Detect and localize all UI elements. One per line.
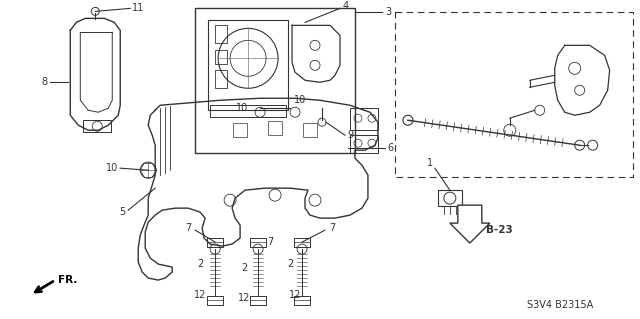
Text: 10: 10 [294, 95, 306, 105]
Text: 2: 2 [197, 259, 204, 269]
Text: 12: 12 [238, 293, 250, 303]
Bar [350, 135, 378, 153]
Text: 5: 5 [119, 207, 125, 217]
Bar [215, 50, 227, 64]
Text: 11: 11 [132, 4, 145, 13]
Text: FR.: FR. [58, 275, 77, 285]
Bar [83, 120, 111, 132]
Bar [215, 70, 227, 88]
Bar [294, 296, 310, 305]
Text: 1: 1 [427, 158, 433, 168]
Text: 2: 2 [287, 259, 293, 269]
Text: 2: 2 [241, 263, 247, 273]
Bar [215, 25, 227, 43]
Text: 10: 10 [236, 103, 248, 113]
Text: 6: 6 [388, 143, 394, 153]
Bar [294, 238, 310, 247]
Bar [250, 296, 266, 305]
Text: 12: 12 [194, 290, 206, 300]
Text: B-23: B-23 [486, 225, 513, 235]
Text: S3V4 B2315A: S3V4 B2315A [527, 300, 593, 310]
Text: 7: 7 [329, 223, 335, 233]
Polygon shape [450, 205, 490, 243]
Text: 9: 9 [347, 130, 353, 140]
Text: 10: 10 [106, 163, 118, 173]
Bar [350, 108, 378, 130]
Text: 4: 4 [343, 1, 349, 11]
Bar [303, 123, 317, 137]
Bar [207, 296, 223, 305]
Bar [208, 20, 288, 110]
Text: 8: 8 [41, 77, 47, 87]
Bar [207, 238, 223, 247]
Bar [195, 8, 355, 153]
Bar [250, 238, 266, 247]
Text: 3: 3 [385, 7, 391, 17]
Bar [438, 190, 462, 206]
Bar [395, 12, 632, 177]
Text: 12: 12 [289, 290, 301, 300]
Text: 7: 7 [267, 237, 273, 247]
Text: 7: 7 [185, 223, 191, 233]
Bar [268, 121, 282, 135]
Bar [233, 123, 247, 137]
Bar [210, 105, 286, 117]
